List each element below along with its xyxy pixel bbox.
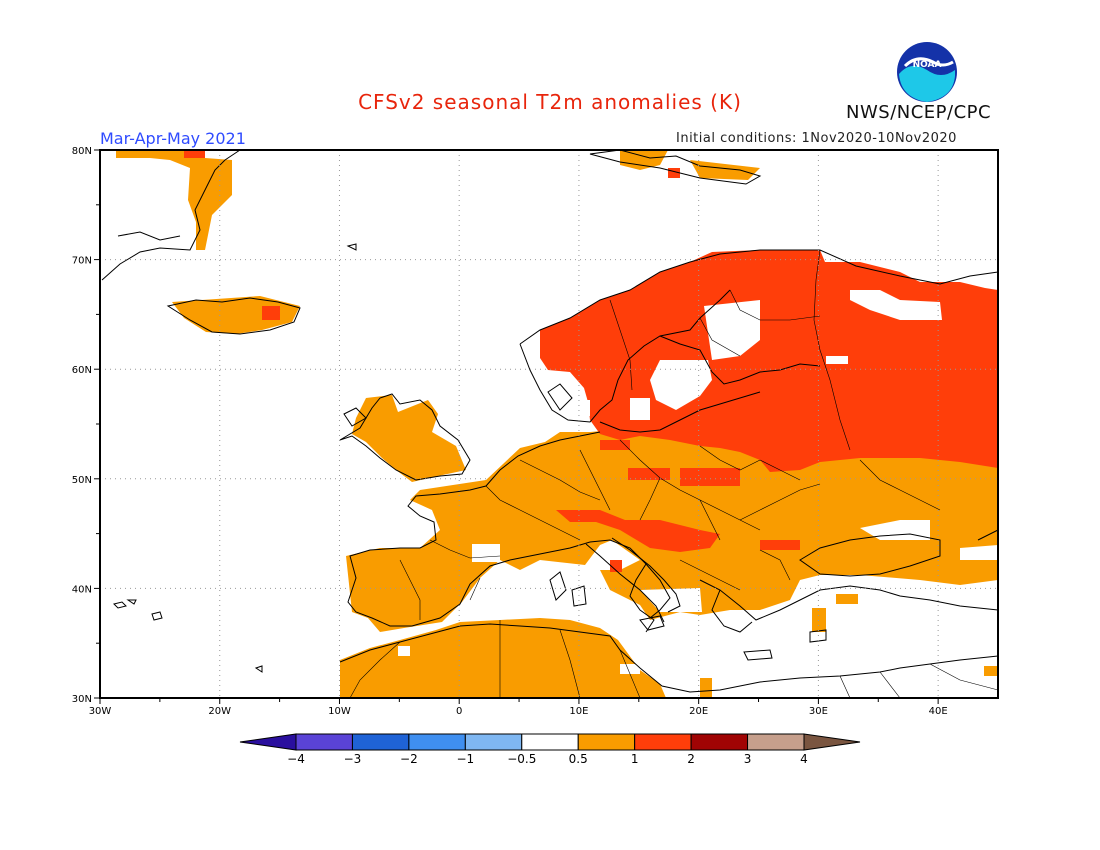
colorbar-arrow-high: [803, 733, 861, 751]
lon-label: 30E: [809, 706, 828, 717]
axis-ticks: [94, 149, 939, 704]
colorbar-box: [690, 733, 749, 751]
colorbar-label: −0.5: [507, 752, 536, 766]
lat-label: 30N: [72, 694, 92, 705]
colorbar-arrow-low: [239, 733, 297, 751]
colorbar-box: [577, 733, 636, 751]
colorbar-box: [464, 733, 523, 751]
anomaly-shading: [116, 150, 998, 698]
colorbar-box: [747, 733, 805, 751]
lat-label: 40N: [72, 584, 92, 595]
colorbar-label: −4: [287, 752, 305, 766]
lon-label: 40E: [929, 706, 948, 717]
noaa-logo: NOAA: [897, 42, 957, 102]
lon-label: 20E: [689, 706, 708, 717]
lat-label: 80N: [72, 146, 92, 157]
colorbar-box: [521, 733, 579, 751]
colorbar-box: [295, 733, 353, 751]
colorbar-label: 4: [800, 752, 808, 766]
colorbar-label: −1: [456, 752, 474, 766]
colorbar-box: [351, 733, 410, 751]
colorbar-label: −2: [400, 752, 418, 766]
lon-label: 10E: [569, 706, 588, 717]
lon-label: 10W: [328, 706, 351, 717]
lat-label: 70N: [72, 256, 92, 267]
colorbar-boxes: [239, 733, 861, 751]
season-label: Mar-Apr-May 2021: [100, 129, 246, 148]
colorbar-label: 1: [631, 752, 639, 766]
initial-conditions-label: Initial conditions: 1Nov2020-10Nov2020: [676, 131, 957, 146]
lon-label: 30W: [89, 706, 112, 717]
coastlines: [101, 149, 999, 693]
colorbar-label: −3: [344, 752, 362, 766]
colorbar-label: 2: [687, 752, 695, 766]
country-borders: [349, 249, 999, 699]
lat-label: 60N: [72, 365, 92, 376]
chart-title: CFSv2 seasonal T2m anomalies (K): [358, 90, 742, 114]
colorbar-label: 0.5: [569, 752, 588, 766]
latitude-labels: 80N 70N 60N 50N 40N 30N: [72, 146, 92, 705]
lon-label: 0: [456, 706, 462, 717]
longitude-labels: 30W 20W 10W 0 10E 20E 30E 40E: [89, 706, 948, 717]
colorbar-labels: −4 −3 −2 −1 −0.5 0.5 1 2 3 4: [287, 752, 808, 766]
lon-label: 20W: [208, 706, 231, 717]
colorbar-box: [408, 733, 466, 751]
colorbar-label: 3: [744, 752, 752, 766]
colorbar-box: [634, 733, 692, 751]
lat-label: 50N: [72, 475, 92, 486]
agency-label: NWS/NCEP/CPC: [846, 102, 992, 123]
svg-text:NOAA: NOAA: [913, 60, 942, 70]
